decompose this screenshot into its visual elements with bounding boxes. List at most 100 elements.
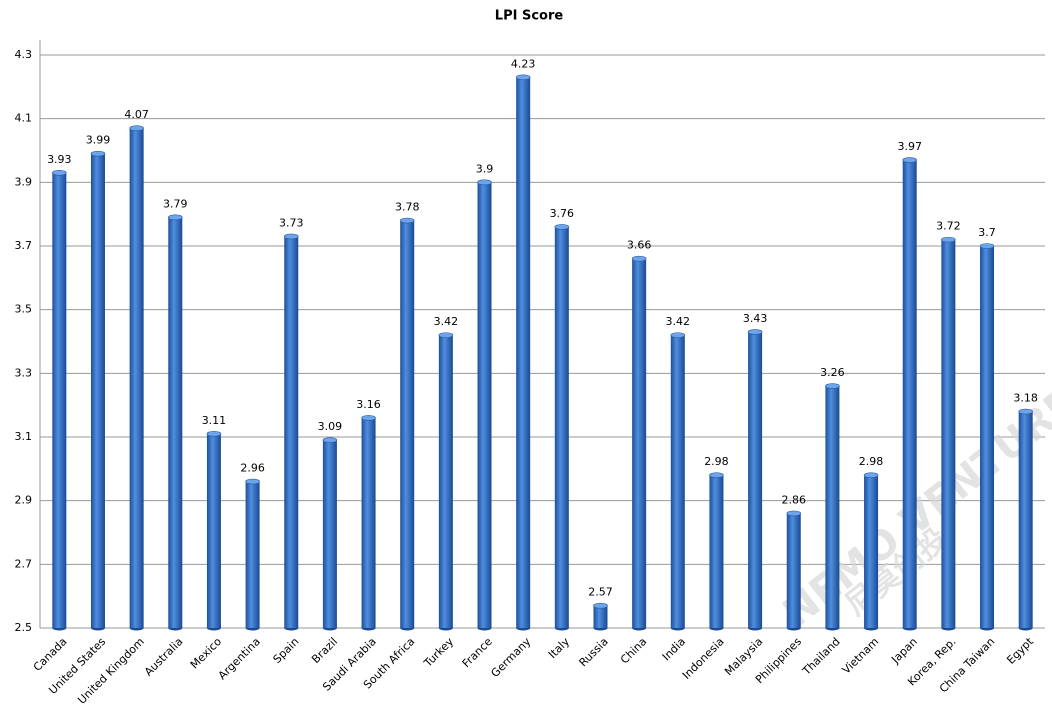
bar-top — [515, 74, 531, 81]
bar — [941, 239, 956, 628]
value-label: 2.98 — [859, 455, 884, 468]
x-tick-label: Italy — [546, 635, 572, 661]
value-label: 3.18 — [1013, 392, 1038, 405]
value-label: 2.57 — [588, 586, 613, 599]
bar-top — [593, 602, 608, 609]
x-tick-label: Australia — [142, 635, 186, 679]
x-tick-label: Canada — [31, 635, 70, 674]
bar — [632, 258, 647, 628]
bar — [206, 433, 221, 628]
bar — [825, 386, 840, 628]
y-tick-label: 2.7 — [15, 557, 33, 570]
bar — [438, 335, 453, 628]
bar — [670, 335, 685, 628]
x-tick-label: Brazil — [309, 635, 340, 666]
bar-top — [825, 383, 840, 389]
value-label: 3.26 — [820, 366, 845, 379]
x-tick-label: Egypt — [1004, 635, 1036, 667]
y-tick-label: 3.9 — [15, 175, 33, 188]
value-label: 3.66 — [627, 239, 652, 252]
bar-top — [554, 224, 570, 230]
bar-top — [52, 169, 67, 176]
bar-top — [863, 472, 879, 479]
bar-top — [206, 431, 222, 437]
bar-top — [322, 437, 338, 443]
x-tick-label: India — [660, 635, 688, 663]
bar — [786, 513, 801, 628]
value-label: 3.42 — [434, 315, 459, 328]
y-tick-label: 3.3 — [15, 366, 33, 379]
bar-top — [1018, 408, 1033, 415]
value-label: 3.09 — [318, 420, 343, 433]
bar-top — [902, 157, 918, 163]
bar-top — [747, 329, 763, 335]
y-tick-label: 2.5 — [15, 621, 33, 634]
bar — [477, 182, 492, 629]
bar-top — [709, 472, 724, 479]
value-label: 3.79 — [163, 197, 188, 210]
x-tick-label: Thailand — [799, 635, 842, 678]
value-label: 2.96 — [240, 462, 265, 475]
value-label: 2.98 — [704, 455, 729, 468]
x-tick-label: France — [460, 635, 495, 670]
value-label: 3.76 — [550, 207, 575, 220]
value-label: 3.99 — [86, 134, 111, 147]
bar — [129, 128, 144, 628]
bar — [593, 605, 608, 628]
y-tick-label: 4.1 — [15, 112, 33, 125]
x-tick-label: Germany — [488, 635, 533, 680]
bar — [361, 417, 376, 628]
bar — [902, 160, 917, 629]
bar — [1018, 411, 1033, 628]
y-tick-label: 3.5 — [15, 303, 33, 316]
x-tick-label: Turkey — [421, 635, 457, 671]
x-tick-label: Mexico — [188, 635, 225, 672]
bar-top — [129, 125, 144, 132]
x-tick-label: Argentina — [216, 635, 263, 682]
bar-top — [399, 217, 415, 224]
bar — [90, 153, 105, 628]
bar-top — [670, 332, 686, 338]
bar — [322, 440, 337, 628]
x-tick-label: Indonesia — [680, 635, 727, 682]
bar-top — [283, 233, 299, 240]
chart-title: LPI Score — [495, 9, 564, 24]
bar-top — [361, 415, 376, 421]
bar — [516, 77, 531, 629]
bar-top — [631, 255, 647, 262]
y-tick-label: 3.7 — [15, 239, 33, 252]
value-label: 3.11 — [202, 414, 227, 427]
bar-top — [786, 510, 802, 517]
value-label: 3.97 — [897, 140, 922, 153]
value-label: 3.78 — [395, 201, 420, 214]
x-tick-label: Spain — [271, 635, 302, 666]
value-label: 4.23 — [511, 57, 536, 70]
value-label: 4.07 — [124, 108, 149, 121]
bar-top — [167, 214, 183, 221]
y-tick-label: 3.1 — [15, 430, 33, 443]
bar — [554, 226, 569, 628]
bar-top — [477, 179, 492, 186]
value-label: 3.9 — [476, 162, 494, 175]
value-label: 3.93 — [47, 153, 72, 166]
x-tick-label: Japan — [888, 635, 920, 667]
x-tick-label: Russia — [577, 635, 611, 669]
bar — [400, 220, 415, 629]
value-label: 3.73 — [279, 216, 304, 229]
x-tick-label: China — [618, 635, 649, 666]
bar — [748, 331, 763, 628]
bar — [980, 246, 995, 628]
bar — [709, 475, 724, 628]
value-label: 3.42 — [666, 315, 691, 328]
bar — [52, 172, 67, 629]
value-label: 2.86 — [782, 493, 807, 506]
bar-top — [941, 236, 956, 243]
value-label: 3.43 — [743, 312, 768, 325]
y-tick-label: 4.3 — [15, 48, 33, 61]
bar — [168, 217, 183, 628]
bar-top — [245, 478, 260, 485]
value-label: 3.16 — [356, 398, 381, 411]
bar — [284, 236, 299, 628]
x-tick-label: United Kingdom — [75, 635, 147, 707]
